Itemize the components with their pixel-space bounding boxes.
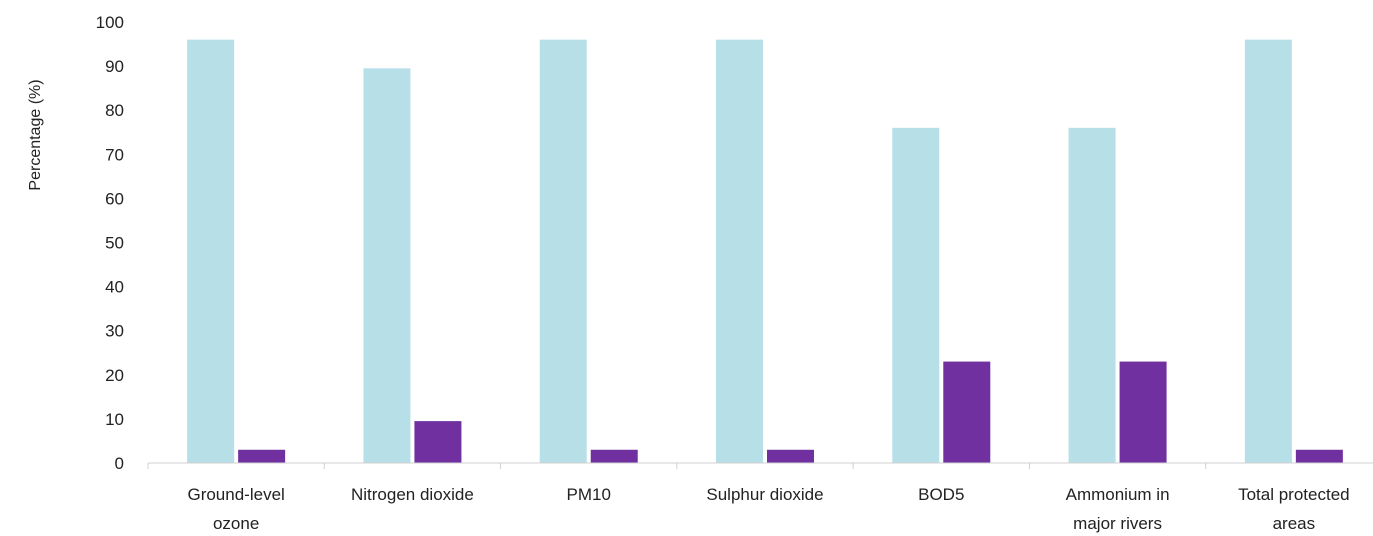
y-tick-label: 60 [105, 189, 124, 208]
y-tick-label: 90 [105, 57, 124, 76]
category-labels: Ground-level ozone Nitrogen dioxide PM10 Sul… [187, 485, 1349, 533]
y-tick-label: 80 [105, 101, 124, 120]
category-label: areas [1273, 514, 1316, 533]
y-axis-title: Percentage (%) [27, 79, 44, 190]
y-tick-label: 0 [115, 454, 124, 473]
bar-series-2 [238, 449, 286, 463]
bar-series-1 [187, 39, 235, 463]
bar-series-2 [1295, 449, 1343, 463]
y-tick-label: 70 [105, 145, 124, 164]
bar-series-2 [590, 449, 638, 463]
category-label: Ground-level [187, 485, 284, 504]
y-tick-label: 10 [105, 410, 124, 429]
category-label: Sulphur dioxide [706, 485, 823, 504]
bars [187, 39, 1343, 464]
bar-series-1 [539, 39, 587, 463]
category-label: major rivers [1073, 514, 1162, 533]
y-tick-label: 40 [105, 278, 124, 297]
category-label: Ammonium in [1066, 485, 1170, 504]
category-label: ozone [213, 514, 259, 533]
y-axis-ticks: 0 10 20 30 40 50 60 70 80 90 100 [96, 13, 124, 473]
y-tick-label: 30 [105, 322, 124, 341]
y-tick-label: 20 [105, 366, 124, 385]
x-axis-ticks [147, 463, 1207, 469]
bar-series-2 [767, 449, 814, 463]
category-label: Nitrogen dioxide [351, 485, 474, 504]
y-tick-label: 100 [96, 13, 124, 32]
bar-series-2 [414, 421, 462, 463]
bar-series-1 [363, 68, 411, 464]
bar-series-1 [1068, 127, 1116, 463]
bar-series-1 [1244, 39, 1292, 463]
bar-series-1 [716, 39, 763, 463]
category-label: PM10 [567, 485, 611, 504]
y-tick-label: 50 [105, 234, 124, 253]
bar-series-2 [943, 361, 991, 463]
bar-series-1 [892, 127, 940, 463]
category-label: Total protected [1238, 485, 1350, 504]
category-label: BOD5 [918, 485, 964, 504]
bar-series-2 [1119, 361, 1167, 463]
